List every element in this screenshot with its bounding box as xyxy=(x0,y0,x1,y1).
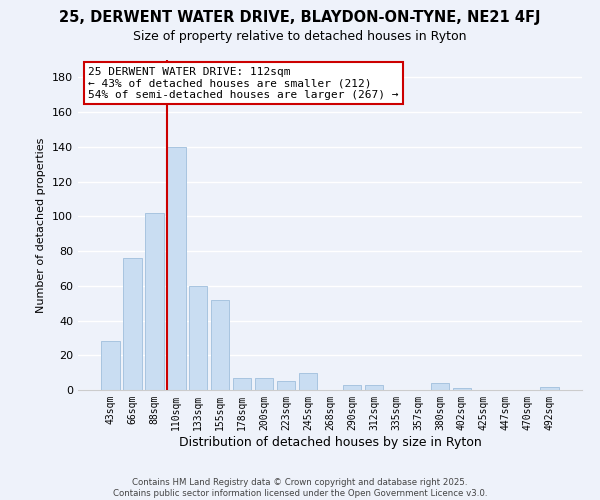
Bar xyxy=(452,388,471,390)
Text: 25, DERWENT WATER DRIVE, BLAYDON-ON-TYNE, NE21 4FJ: 25, DERWENT WATER DRIVE, BLAYDON-ON-TYNE… xyxy=(59,10,541,25)
Bar xyxy=(299,372,317,390)
Text: Contains HM Land Registry data © Crown copyright and database right 2025.
Contai: Contains HM Land Registry data © Crown c… xyxy=(113,478,487,498)
Bar xyxy=(541,386,559,390)
Bar xyxy=(145,213,164,390)
Bar xyxy=(431,383,449,390)
Bar xyxy=(233,378,251,390)
Bar xyxy=(167,147,185,390)
Bar xyxy=(123,258,142,390)
X-axis label: Distribution of detached houses by size in Ryton: Distribution of detached houses by size … xyxy=(179,436,481,448)
Bar xyxy=(211,300,229,390)
Bar xyxy=(101,342,119,390)
Y-axis label: Number of detached properties: Number of detached properties xyxy=(37,138,46,312)
Bar xyxy=(365,385,383,390)
Bar xyxy=(255,378,274,390)
Text: 25 DERWENT WATER DRIVE: 112sqm
← 43% of detached houses are smaller (212)
54% of: 25 DERWENT WATER DRIVE: 112sqm ← 43% of … xyxy=(88,66,398,100)
Bar xyxy=(343,385,361,390)
Bar xyxy=(277,382,295,390)
Text: Size of property relative to detached houses in Ryton: Size of property relative to detached ho… xyxy=(133,30,467,43)
Bar xyxy=(189,286,208,390)
